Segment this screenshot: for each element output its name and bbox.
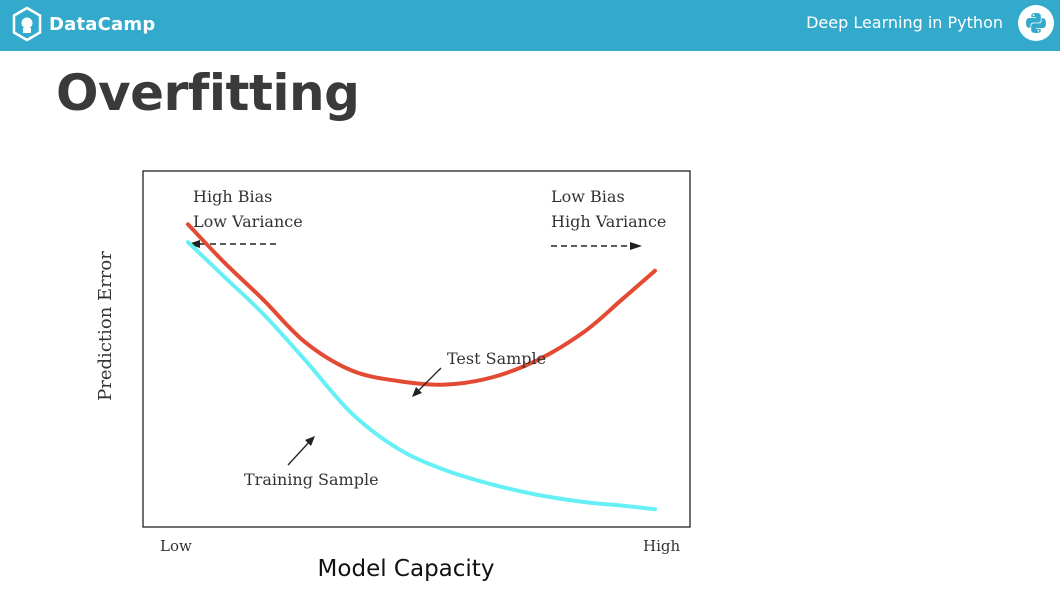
series-line-training-sample [186,240,657,512]
annotation-high-bias: High Bias [193,187,272,206]
x-axis-label: Model Capacity [318,556,495,582]
y-axis-label: Prediction Error [95,251,116,401]
right-arrow-head [630,242,642,250]
left-arrow-head [188,240,200,248]
python-badge[interactable] [1018,5,1054,41]
x-tick-label-low: Low [160,537,192,555]
brand-name: DataCamp [49,13,156,35]
annotation-high-variance: High Variance [551,212,666,231]
brand-logo[interactable]: DataCamp [11,6,155,42]
test-sample-pointer [415,367,442,394]
training-sample-pointer [287,439,312,466]
annotation-low-variance: Low Variance [193,212,303,231]
header-bar: DataCamp Deep Learning in Python [0,0,1060,51]
series-label-test-sample: Test Sample [447,349,546,368]
plot-frame [142,170,691,528]
datacamp-logo-icon [12,6,42,42]
slide-title: Overfitting [56,64,360,122]
training-sample-pointer-head [305,436,315,446]
series-line-test-sample [186,222,657,387]
series-label-training-sample: Training Sample [244,470,379,489]
test-sample-pointer-head [412,387,422,397]
python-logo-icon [1026,13,1046,33]
x-tick-label-high: High [643,537,680,555]
annotation-low-bias: Low Bias [551,187,625,206]
course-title[interactable]: Deep Learning in Python [806,13,1003,32]
